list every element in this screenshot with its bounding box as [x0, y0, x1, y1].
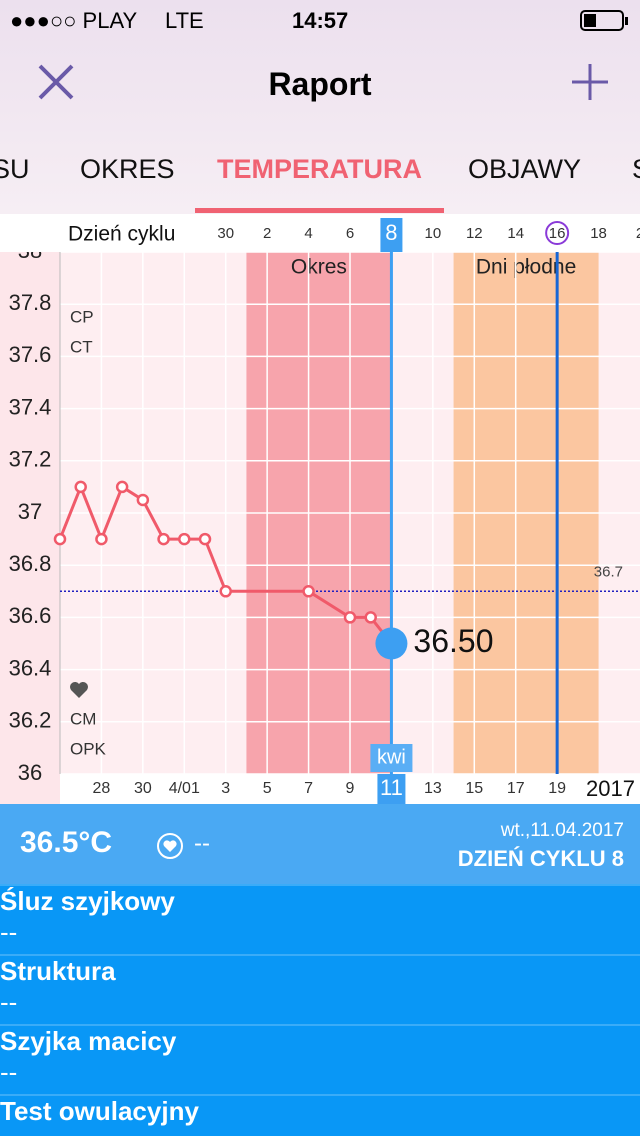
y-tick-label: 36.8: [9, 551, 52, 576]
point: [74, 480, 87, 494]
header: ●●●○○ PLAY LTE 14:57 Raport SU OKRES TEMPE…: [0, 0, 640, 214]
selected-top-box: [380, 218, 403, 252]
list-row[interactable]: Szyjka macicy --: [0, 1024, 640, 1094]
side-label: CM: [70, 709, 96, 728]
top-axis-label: Dzień cyklu: [68, 223, 175, 246]
top-tick-label: 14: [507, 225, 524, 242]
band-label: Dni płodne: [476, 256, 576, 279]
cycle-day: DZIEŃ CYKLU 8: [457, 846, 624, 871]
top-tick-label: 12: [466, 225, 483, 242]
x-tick-label: 3: [221, 780, 230, 797]
band-label: Okres: [291, 256, 347, 279]
x-tick-label: 4/01: [169, 780, 200, 797]
bottom-axis: [60, 774, 640, 804]
top-tick-label: 30: [217, 225, 234, 242]
point: [157, 532, 170, 546]
row-value: --: [0, 1057, 18, 1087]
side-label: CT: [70, 337, 93, 356]
side-label: CP: [70, 307, 94, 326]
tab[interactable]: SU: [0, 154, 30, 184]
x-tick-label: 17: [507, 780, 525, 797]
close-button[interactable]: [36, 62, 76, 102]
row-label: Struktura: [0, 956, 116, 986]
x-tick-label: 11: [380, 775, 403, 800]
row-label: Śluz szyjkowy: [0, 886, 175, 916]
point: [178, 532, 191, 546]
y-tick-label: 36.6: [9, 603, 52, 628]
top-tick-label: 6: [346, 225, 354, 242]
y-tick-label: 37.2: [9, 447, 52, 472]
tab[interactable]: OKRES: [80, 154, 175, 184]
point: [95, 532, 108, 546]
tab[interactable]: TEMPERATURA: [217, 154, 422, 184]
month-box: [370, 744, 413, 772]
list-row[interactable]: Śluz szyjkowy --: [0, 884, 640, 954]
chart: Okres Dni płodne3636.236.436.636.83737.23…: [0, 214, 640, 804]
ovulation-circle: [545, 221, 570, 245]
x-tick-label: 7: [304, 780, 313, 797]
nav-title: Raport: [268, 66, 372, 102]
time: 14:57: [292, 8, 349, 33]
row-label: Test owulacyjny: [0, 1096, 199, 1126]
side-label: OPK: [70, 739, 107, 758]
point: [115, 480, 129, 494]
tab-indicator: [195, 208, 444, 213]
month-label: kwi: [377, 746, 406, 768]
carrier: ●●●○○ PLAY: [10, 8, 138, 33]
date: wt.,11.04.2017: [500, 820, 624, 841]
y-tick-label: 37.6: [9, 342, 52, 367]
x-tick-label: 30: [134, 780, 152, 797]
heart-icon: [157, 833, 183, 859]
top-tick-label: 18: [590, 225, 607, 242]
year-box: [580, 776, 640, 804]
battery: [580, 10, 628, 31]
x-tick-label: 19: [548, 780, 566, 797]
point: [136, 493, 150, 507]
list-row[interactable]: Struktura --: [0, 954, 640, 1024]
point: [53, 532, 67, 546]
add-button[interactable]: [570, 62, 610, 102]
y-tick-label: 37.4: [9, 394, 52, 419]
top-tick-label: 8: [385, 220, 397, 245]
x-tick-label: 15: [465, 780, 483, 797]
tab[interactable]: S: [632, 154, 640, 185]
point: [302, 585, 315, 598]
y-tick-label: 36.4: [9, 655, 52, 680]
point: [198, 532, 212, 546]
x-tick-label: 9: [346, 780, 355, 797]
list-row[interactable]: Test owulacyjny--: [0, 1094, 640, 1136]
y-tick-label: 36.2: [9, 708, 52, 733]
summary: 36.5°C -- wt.,11.04.2017 DZIEŃ CYKLU 8: [0, 804, 640, 884]
tab[interactable]: OBJAWY: [468, 154, 582, 184]
point: [343, 611, 357, 624]
x-tick-label: 13: [424, 780, 442, 797]
top-tick-label: 16: [549, 225, 566, 242]
current-point: [375, 627, 408, 660]
point: [364, 611, 377, 624]
reference-label: 36.7: [594, 563, 623, 580]
value-label: 36.50: [413, 623, 493, 659]
x-tick-label: 5: [263, 780, 272, 797]
row-value: --: [0, 1127, 640, 1136]
heart-icon: [70, 682, 89, 698]
top-axis-label-bg: [62, 220, 200, 250]
top-tick-label: 10: [425, 225, 442, 242]
network: LTE: [165, 8, 204, 33]
top-tick-label: 4: [304, 225, 312, 242]
y-tick-label: 36: [18, 760, 42, 785]
row-value: --: [0, 917, 18, 947]
top-tick-label: 2: [263, 225, 271, 242]
selected-bottom-box: [377, 774, 406, 804]
row-label: Szyjka macicy: [0, 1026, 177, 1056]
y-tick-label: 37.8: [9, 290, 52, 315]
row-value: --: [0, 987, 18, 1017]
top-tick-label: 2: [636, 225, 640, 242]
year-label: 2017: [586, 776, 635, 801]
x-tick-label: 28: [93, 780, 111, 797]
point: [219, 585, 232, 598]
y-tick-label: 37: [18, 499, 42, 524]
symptom: --: [194, 830, 210, 857]
temperature: 36.5°C: [20, 826, 113, 859]
